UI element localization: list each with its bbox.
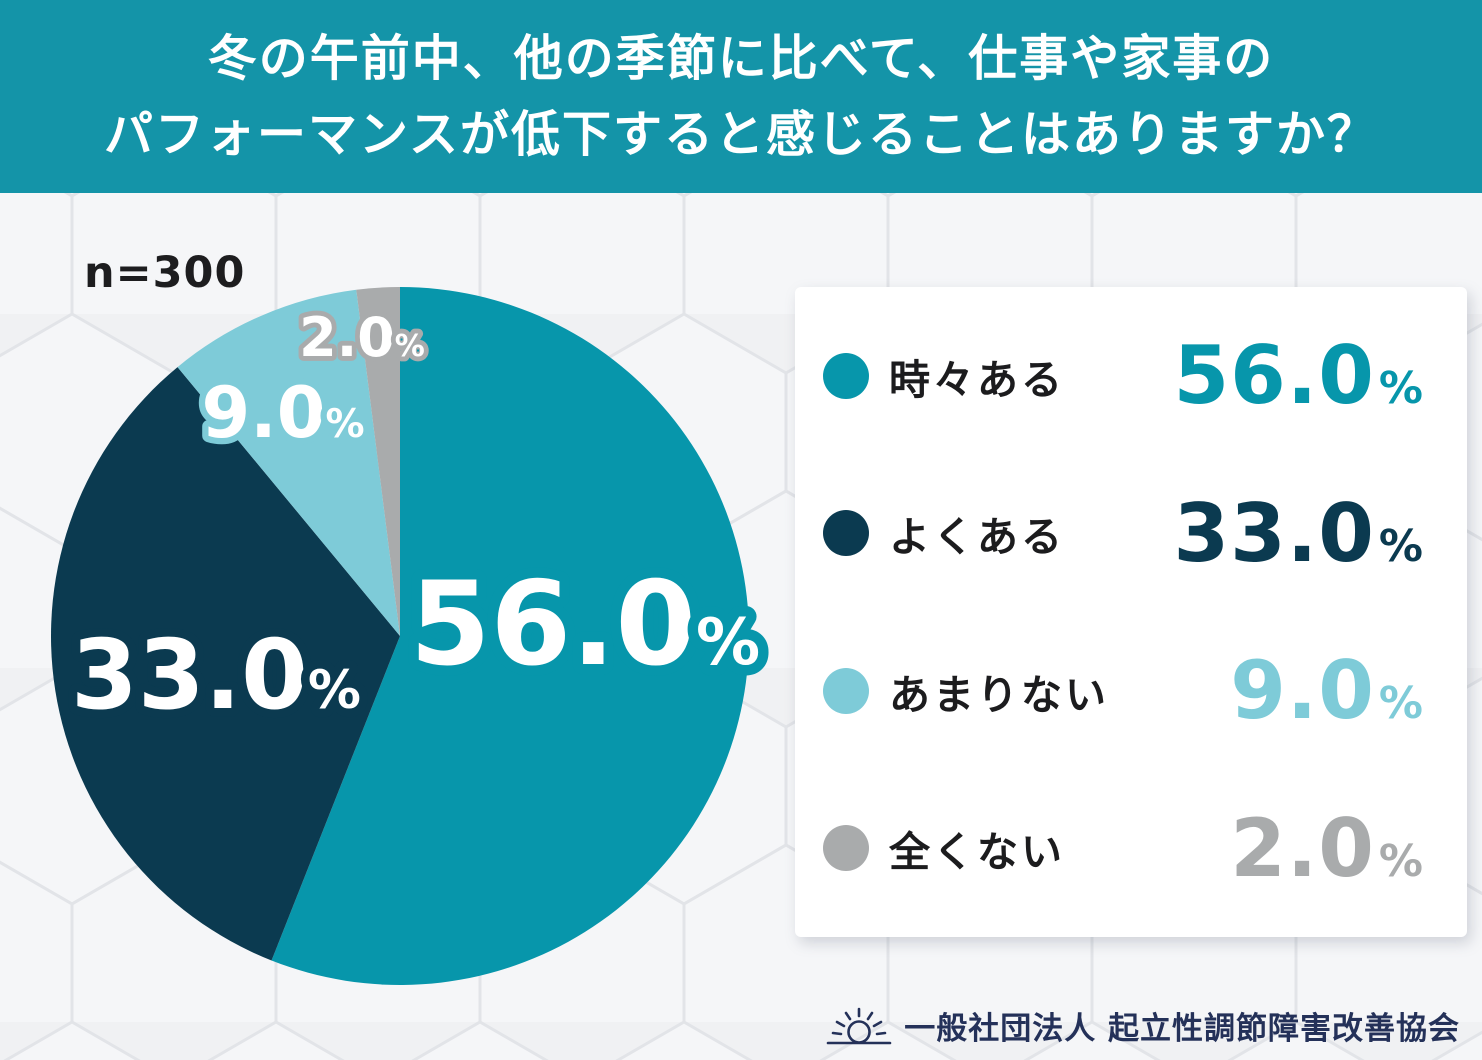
legend-label: 時々ある [889, 355, 1065, 404]
legend-row: 全くない 2.0 % [795, 802, 1467, 895]
legend-value: 33.0 % [1174, 487, 1423, 580]
pie-chart: 56.0% 33.0% 9.0% 2.0% [20, 256, 780, 1016]
legend-value: 2.0 % [1230, 802, 1423, 895]
footer: 一般社団法人 起立性調節障害改善協会 [826, 1002, 1460, 1048]
legend-swatch-navy [823, 510, 869, 557]
percent-sign: % [1378, 678, 1423, 730]
pie-slice [271, 287, 750, 985]
percent-sign: % [1378, 363, 1423, 415]
legend-row: あまりない 9.0 % [795, 644, 1467, 737]
organization-name: 一般社団法人 起立性調節障害改善協会 [904, 1010, 1460, 1047]
pie-slice-label: 9.0% [201, 372, 364, 454]
title-line-1: 冬の午前中、他の季節に比べて、仕事や家事の [207, 29, 1275, 87]
legend-swatch-teal [823, 352, 869, 399]
sample-size-label: n=300 [84, 248, 246, 298]
percent-sign: % [1378, 520, 1423, 572]
pie-slice [356, 287, 400, 636]
legend-row: 時々ある 56.0 % [795, 329, 1467, 422]
percent-sign: % [1378, 835, 1423, 887]
title-line-2: パフォーマンスが低下すると感じることはありますか？ [103, 105, 1379, 163]
legend-value: 9.0 % [1230, 644, 1423, 737]
legend-label: あまりない [889, 670, 1109, 719]
legend-value-number: 2.0 [1230, 801, 1375, 895]
pie-slice [177, 289, 400, 636]
legend-row: よくある 33.0 % [795, 487, 1467, 580]
legend-value-number: 9.0 [1230, 644, 1375, 738]
title-banner: 冬の午前中、他の季節に比べて、仕事や家事の パフォーマンスが低下すると感じること… [0, 0, 1482, 193]
pie-slice [51, 367, 400, 961]
legend-value-number: 56.0 [1173, 329, 1375, 423]
legend-label: 全くない [889, 828, 1065, 877]
rising-sun-icon [826, 1007, 892, 1045]
legend-label: よくある [889, 513, 1065, 562]
legend-value-number: 33.0 [1173, 486, 1375, 580]
legend-swatch-gray [823, 825, 869, 872]
legend-panel: 時々ある 56.0 % よくある 33.0 % あまりない 9.0 % 全く [795, 287, 1467, 937]
legend-value: 56.0 % [1174, 329, 1423, 422]
legend-swatch-lightblue [823, 667, 869, 714]
